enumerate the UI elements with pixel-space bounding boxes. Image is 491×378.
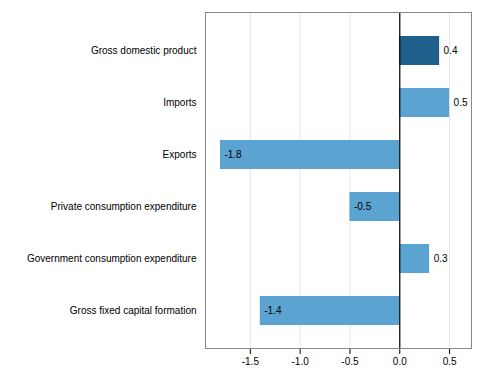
svg-text:0.0: 0.0 (393, 356, 407, 367)
svg-text:0.4: 0.4 (444, 45, 458, 56)
svg-text:Gross domestic product: Gross domestic product (91, 45, 197, 56)
svg-text:Exports: Exports (163, 149, 197, 160)
svg-text:Gross fixed capital formation: Gross fixed capital formation (70, 305, 197, 316)
svg-text:0.5: 0.5 (454, 97, 468, 108)
svg-text:Government consumption expendi: Government consumption expenditure (27, 253, 197, 264)
svg-text:-0.5: -0.5 (354, 201, 372, 212)
svg-text:-1.8: -1.8 (224, 149, 242, 160)
svg-text:-1.5: -1.5 (242, 356, 260, 367)
svg-text:Private consumption expenditur: Private consumption expenditure (51, 201, 197, 212)
svg-text:Imports: Imports (163, 97, 196, 108)
svg-text:0.3: 0.3 (434, 253, 448, 264)
svg-text:0.5: 0.5 (443, 356, 457, 367)
svg-text:-1.4: -1.4 (264, 305, 282, 316)
svg-text:-0.5: -0.5 (341, 356, 359, 367)
svg-text:-1.0: -1.0 (292, 356, 310, 367)
